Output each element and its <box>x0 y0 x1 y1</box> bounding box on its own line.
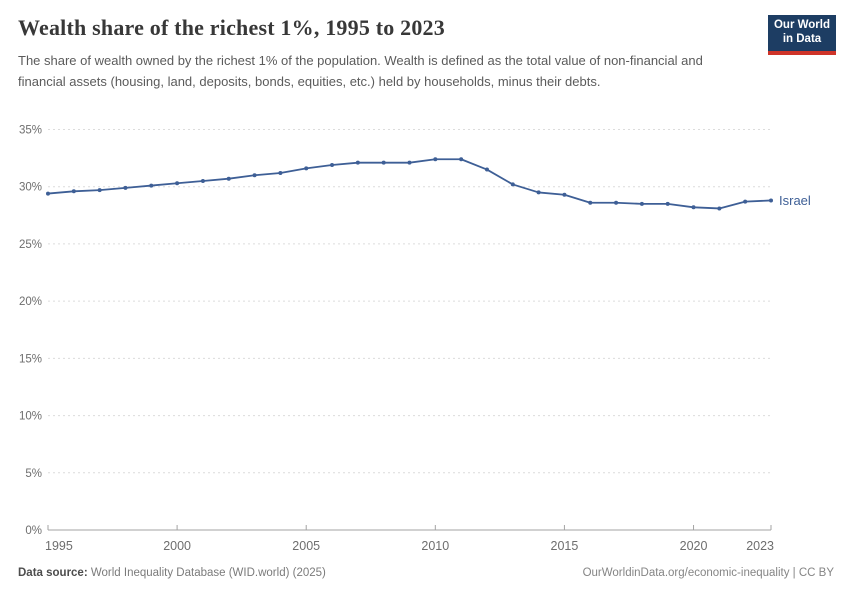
data-point-2009[interactable] <box>407 160 412 165</box>
data-point-2013[interactable] <box>510 182 515 187</box>
data-point-2014[interactable] <box>536 190 541 195</box>
data-point-2010[interactable] <box>433 157 438 162</box>
x-tick-label-1995: 1995 <box>45 539 73 553</box>
y-tick-label-20: 20% <box>19 296 42 308</box>
data-point-2016[interactable] <box>588 200 593 205</box>
data-source: Data source: World Inequality Database (… <box>18 567 326 579</box>
x-tick-label-2015: 2015 <box>551 539 579 553</box>
series-line-israel[interactable] <box>47 158 772 210</box>
series-label-israel[interactable]: Israel <box>779 193 811 208</box>
data-point-1995[interactable] <box>46 191 50 196</box>
data-point-2011[interactable] <box>459 157 464 162</box>
data-point-2000[interactable] <box>175 181 180 186</box>
y-tick-label-15: 15% <box>19 353 42 365</box>
data-point-2022[interactable] <box>743 199 748 204</box>
data-point-1998[interactable] <box>123 185 128 190</box>
data-point-2018[interactable] <box>639 201 644 206</box>
data-point-2007[interactable] <box>355 160 360 165</box>
data-point-2002[interactable] <box>226 176 231 181</box>
data-source-value: World Inequality Database (WID.world) (2… <box>87 567 326 579</box>
data-point-1999[interactable] <box>149 183 154 188</box>
chart-subtitle: The share of wealth owned by the richest… <box>18 53 703 89</box>
data-point-2004[interactable] <box>278 170 283 175</box>
data-point-2019[interactable] <box>665 201 670 206</box>
chart-footer: Data source: World Inequality Database (… <box>18 567 834 579</box>
y-tick-label-0: 0% <box>25 525 42 537</box>
x-tick-label-2020: 2020 <box>680 539 708 553</box>
x-tick-label-2000: 2000 <box>163 539 191 553</box>
owid-logo[interactable]: Our World in Data <box>768 15 836 55</box>
data-point-2023[interactable] <box>769 198 773 203</box>
data-point-2006[interactable] <box>330 162 335 167</box>
data-point-1997[interactable] <box>97 188 102 193</box>
data-point-2003[interactable] <box>252 173 257 178</box>
data-point-2020[interactable] <box>691 205 696 210</box>
owid-logo-line1: Our World <box>773 19 830 31</box>
x-tick-label-2023: 2023 <box>746 539 774 553</box>
data-point-2005[interactable] <box>304 166 309 171</box>
x-tick-label-2005: 2005 <box>292 539 320 553</box>
y-tick-label-5: 5% <box>25 468 42 480</box>
data-point-2015[interactable] <box>562 192 567 197</box>
data-point-2008[interactable] <box>381 160 386 165</box>
y-tick-label-25: 25% <box>19 239 42 251</box>
data-point-2021[interactable] <box>717 206 722 211</box>
page-title: Wealth share of the richest 1%, 1995 to … <box>18 15 445 40</box>
data-point-2001[interactable] <box>200 178 205 183</box>
y-tick-label-10: 10% <box>19 411 42 423</box>
owid-logo-line2: in Data <box>782 32 822 45</box>
data-point-2017[interactable] <box>614 200 619 205</box>
y-tick-label-35: 35% <box>19 125 42 137</box>
x-tick-label-2010: 2010 <box>421 539 449 553</box>
data-source-label: Data source: <box>18 567 88 579</box>
data-point-1996[interactable] <box>71 189 76 194</box>
data-point-2012[interactable] <box>484 167 489 172</box>
attribution-link[interactable]: OurWorldinData.org/economic-inequality |… <box>582 567 834 579</box>
y-tick-label-30: 30% <box>19 182 42 194</box>
